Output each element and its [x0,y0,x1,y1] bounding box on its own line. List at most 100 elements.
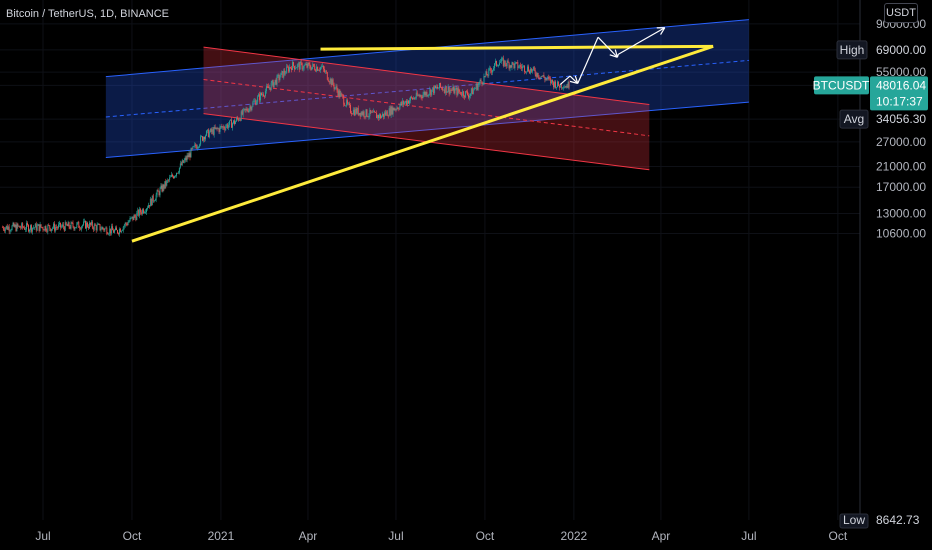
candle-body [457,88,459,95]
candle-body [471,88,473,95]
candle-body [433,87,435,94]
candle-body [423,91,425,95]
arrow-head [569,80,578,85]
candle-body [161,185,163,192]
candle-body [24,227,26,230]
candle-body [291,67,292,70]
candle-body [206,129,208,131]
candle-body [498,62,500,66]
candle-body [365,109,367,117]
candle-body [234,120,235,125]
candle-body [101,227,103,230]
candle-body [142,209,144,214]
candle-body [196,146,198,149]
candle-body [544,77,546,80]
candle-body [145,212,146,213]
blue-channel-lower [105,101,749,159]
candle-body [114,230,116,233]
candle-body [340,93,342,97]
candle-body [324,71,326,72]
candle-body [249,106,251,109]
candle-body [284,70,286,74]
candle-body [232,123,233,128]
candle-body [480,79,482,82]
candle-body [288,67,290,72]
candle-body [403,100,405,105]
candle-body [377,115,379,119]
candle-body [524,65,526,72]
candle-body [202,136,204,141]
candle-body [13,223,15,227]
candle-body [352,109,354,115]
candle-body [415,92,417,99]
candle-body [27,223,28,226]
candle-body [545,78,547,80]
candle-body [129,218,131,222]
candle-body [398,108,400,110]
price-tick-label: 21000.00 [876,159,926,173]
time-axis-bg [0,521,932,550]
candle-body [386,111,388,116]
candle-body [536,73,538,77]
candle-body [300,61,302,64]
candle-body [497,65,498,67]
candle-body [52,227,54,229]
candle-body [156,190,158,195]
candle-body [392,107,394,115]
candle-body [74,227,76,230]
currency-button[interactable]: USDT [884,3,918,23]
candle-body [353,109,355,116]
candle-body [173,176,174,179]
candle-body [540,76,542,79]
candle-body [110,228,112,234]
candle-body [301,63,303,70]
candle-body [455,87,457,90]
candle-body [207,129,209,138]
candle-body [102,227,104,229]
candle-body [257,96,259,102]
candle-body [88,222,90,229]
candle-body [58,224,59,228]
candle-body [299,61,301,70]
avg-label-box [839,109,869,129]
candle-body [113,230,115,233]
candle-body [60,226,62,228]
candle-body [388,108,390,117]
candle-body [150,198,152,206]
time-tick-label: Jul [388,529,403,543]
candle-body [172,174,174,177]
candle-body [127,222,129,226]
avg-value: 34056.30 [876,112,926,126]
candle-body [447,86,449,92]
candle-body [287,66,289,68]
candle-body [229,120,231,125]
candle-body [320,67,321,71]
candle-body [181,160,183,166]
candle-body [85,220,86,229]
candle-body [189,153,191,158]
candle-body [280,72,282,78]
candle-body [50,228,52,231]
candle-body [542,75,544,77]
candle-body [184,157,186,161]
candle-body [348,103,350,105]
candle-body [465,91,467,98]
symbol-tag [814,76,869,95]
candle-body [276,75,278,85]
candle-body [213,127,215,135]
candle-body [136,213,138,220]
candle-body [568,81,570,88]
candle-body [342,94,344,97]
candle-body [343,96,345,105]
candle-body [495,60,497,64]
candle-body [37,224,39,226]
candle-body [446,91,448,93]
candle-body [556,86,557,88]
candle-body [393,107,395,111]
candle-body [462,91,464,96]
high-label: High [840,43,865,57]
candle-body [483,76,485,84]
candle-body [160,185,162,189]
candle-body [367,116,369,118]
